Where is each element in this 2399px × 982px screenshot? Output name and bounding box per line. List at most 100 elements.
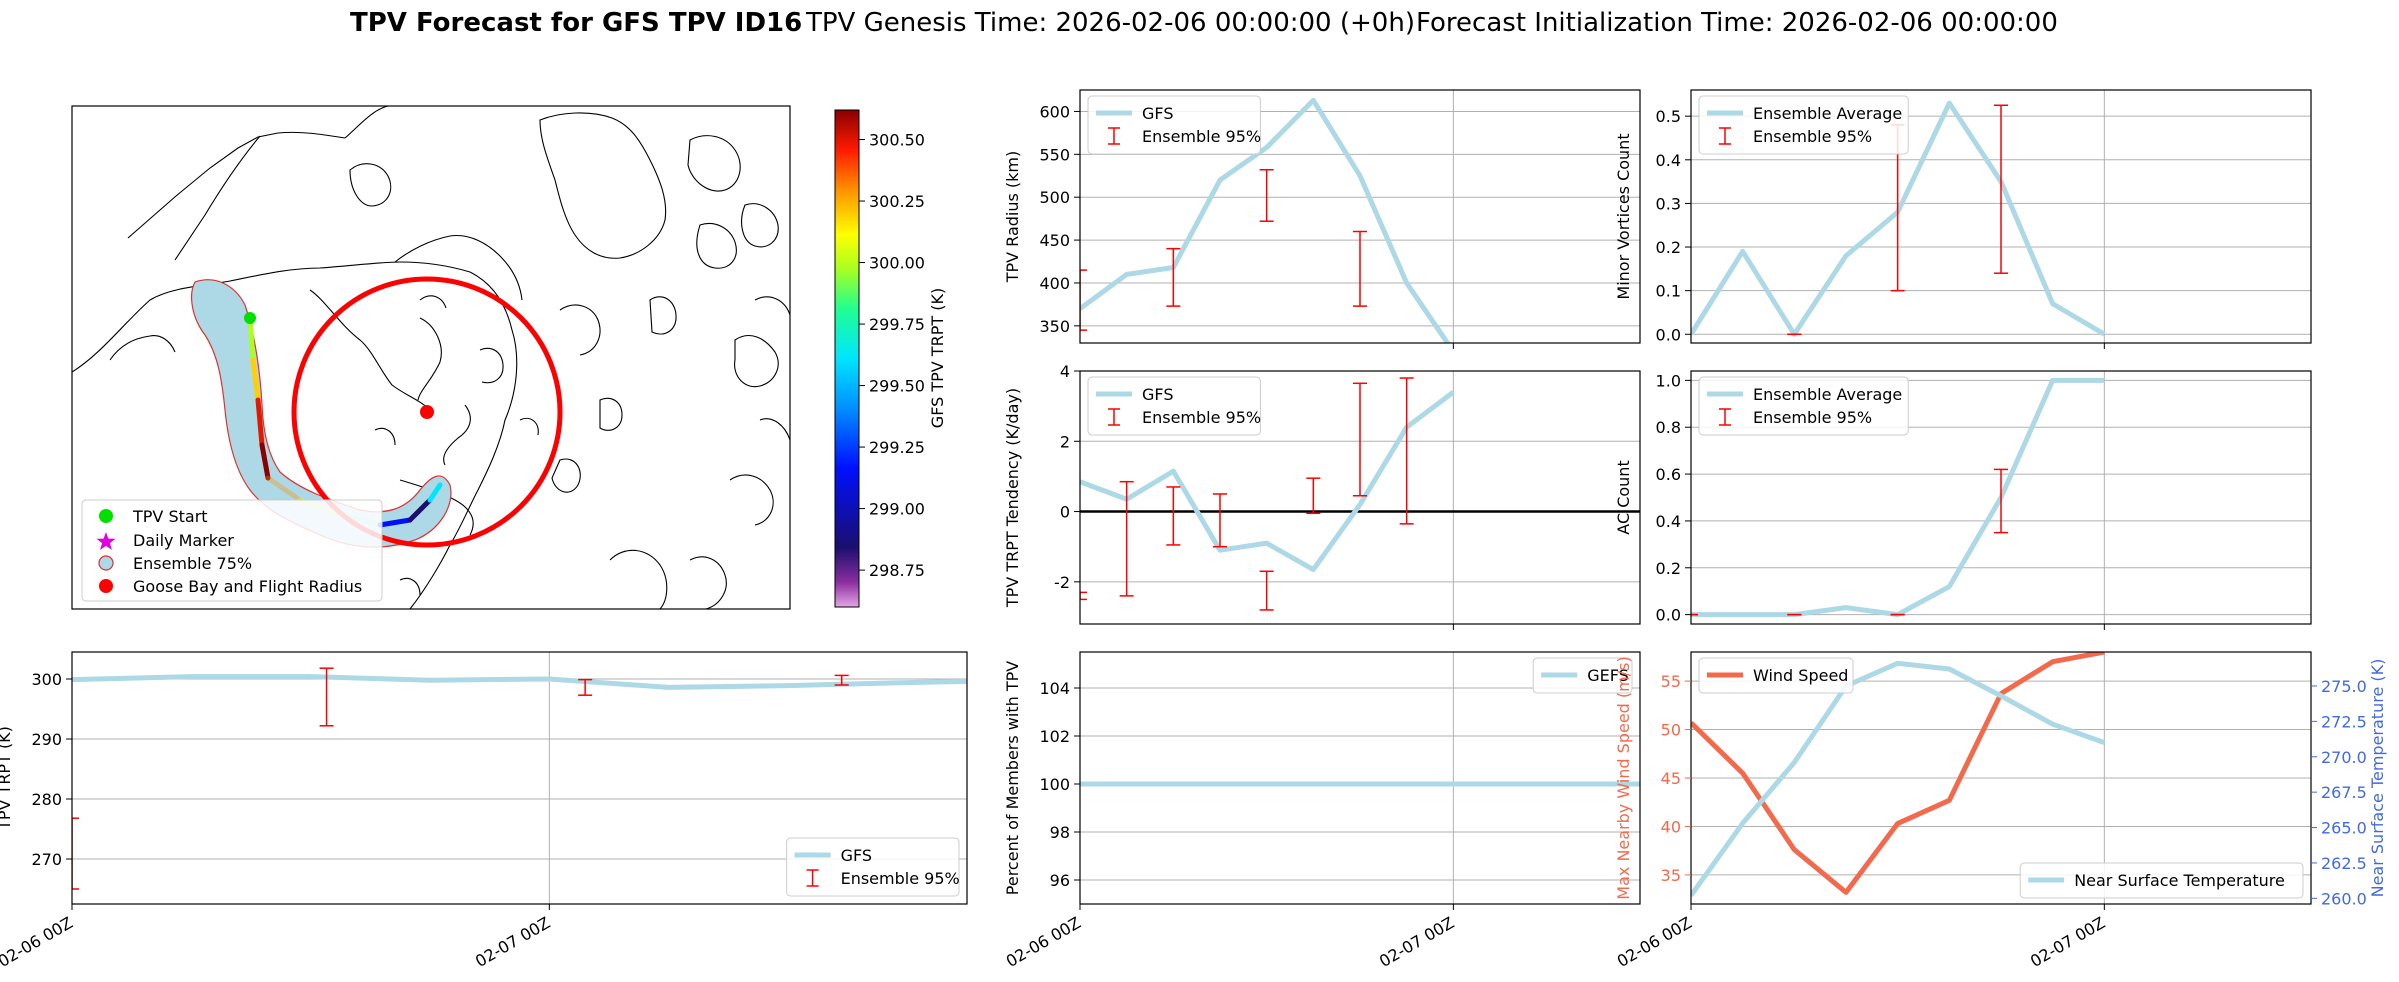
axes-frame [1079,370,1641,625]
y-tick-label: 270 [31,850,62,869]
legend-item: Ensemble Average [1707,385,1902,404]
legend-label: Near Surface Temperature [2074,871,2285,890]
colorbar-label: GFS TPV TRPT (K) [928,288,947,428]
error-bar [1213,493,1227,548]
x-tick-label: 02-06 00Z [0,913,76,971]
y-tick-label-right: 270.0 [2321,748,2367,767]
legend-label: Ensemble 75% [133,554,252,573]
y-tick-label-right: 260.0 [2321,889,2367,908]
legend-item: GFS [794,846,872,865]
series-line [1691,660,2106,897]
axes-frame [1079,651,1641,905]
y-tick-label: 350 [1039,317,1070,336]
chart-legend: GEFS [1532,657,1633,694]
panel-ac: 0.0 0.2 0.4 0.6 0.8 1.0 AC Count Ensemble Avera… [1614,370,2312,630]
goose-bay-marker [420,405,434,419]
magenta-star-icon [96,532,116,550]
y-axis-label: Percent of Members with TPV [1003,661,1022,895]
legend-label: Wind Speed [1753,666,1848,685]
error-bar [72,817,79,890]
axes-frame [1690,89,2312,344]
colorbar: 300.50 300.25 300.00 299.75 299.50 299.25 299.… [834,109,947,608]
colorbar-ticks: 300.50 300.25 300.00 299.75 299.50 299.25 299.… [859,131,925,580]
y-tick-label: 0.2 [1656,559,1681,578]
chart-legend: Wind Speed [1698,657,1854,694]
x-tick-label: 02-07 00Z [2027,913,2108,971]
blue-patch-icon [98,555,114,571]
axes-frame [1690,370,2312,625]
legend-label: GFS [841,846,872,865]
y-tick-label: 96 [1050,871,1070,890]
colorbar-tick-label: 298.75 [869,561,925,580]
error-bar [1306,477,1321,515]
y-axis-label: AC Count [1614,460,1633,534]
panel-tendency: -2 0 2 4 TPV TRPT Tendency (K/day) GFS Ensembl… [1003,362,1641,630]
chart-legend: Ensemble Average Ensemble 95% [1698,95,1909,155]
error-bar [1166,247,1181,307]
x-tick-label: 02-06 00Z [1003,913,1084,971]
x-tick-label: 02-07 00Z [472,913,553,971]
y-tick-label: 55 [1661,672,1681,691]
y-tick-label-right: 272.5 [2321,712,2367,731]
legend-label: Ensemble 95% [841,869,960,888]
colorbar-tick-label: 300.00 [869,254,925,273]
y-tick-label: 0.5 [1656,107,1681,126]
legend-item: Ensemble 95% [806,869,960,888]
colorbar-tick-label: 300.50 [869,131,925,150]
y-tick-label: 50 [1661,721,1681,740]
legend-item-goose-bay: Goose Bay and Flight Radius [99,577,362,596]
plot-area [1080,97,1451,343]
series-line [1080,97,1451,343]
chart-legend: GFS Ensemble 95% [786,837,960,897]
y-tick-label-right: 275.0 [2321,677,2367,696]
axes-frame [71,651,968,905]
y-tick-label: 0.1 [1656,282,1681,301]
panel-minor: 0.0 0.1 0.2 0.3 0.4 0.5 Minor Vortices Count En… [1614,89,2312,349]
y-axis-label: TPV TRPT Tendency (K/day) [1003,388,1022,608]
y-tick-label: 0.3 [1656,194,1681,213]
legend-label: TPV Start [132,507,208,526]
legend-box [1698,657,1854,694]
error-bar [834,674,849,686]
y-tick-label: 0.8 [1656,418,1681,437]
plot-area [1691,377,2105,618]
panel-radius: 350 400 450 500 550 600 TPV Radius (km) GFS Ense… [1003,89,1641,349]
y-tick-label: 0.0 [1656,606,1681,625]
y-tick-label: 98 [1050,823,1070,842]
x-tick-label: 02-06 00Z [1614,913,1695,971]
error-bar [1353,382,1367,497]
colorbar-tick-label: 299.50 [869,377,925,396]
series-line [72,674,967,690]
y-axis-label: Minor Vortices Count [1614,133,1633,299]
error-bar [1259,169,1274,222]
y-axis-label-right: Near Surface Temperature (K) [2368,659,2387,898]
y-tick-label: 35 [1661,866,1681,885]
y-tick-label: 0.2 [1656,238,1681,257]
title-genesis: TPV Genesis Time: 2026-02-06 00:00:00 (+… [805,8,1415,38]
y-tick-label: 0.0 [1656,325,1681,344]
red-dot-icon [99,579,113,593]
y-tick-label-right: 267.5 [2321,783,2367,802]
legend-item: Ensemble 95% [1719,127,1872,146]
series-line [1691,652,2105,895]
legend-item: Wind Speed [1707,666,1848,685]
legend-item: Ensemble Average [1707,104,1902,123]
y-tick-label: 290 [31,730,62,749]
legend-item: Near Surface Temperature [2028,871,2285,890]
chart-legend: GFS Ensemble 95% [1087,95,1261,155]
y-tick-label: 102 [1039,727,1070,746]
title-init: Forecast Initialization Time: 2026-02-06… [1416,8,2058,38]
legend-item: GEFS [1541,666,1629,685]
y-tick-label: 450 [1039,231,1070,250]
y-tick-label: 45 [1661,769,1681,788]
legend-label: Ensemble Average [1753,385,1902,404]
error-bar [1353,230,1367,307]
colorbar-tick-label: 299.00 [869,500,925,519]
flight-radius-circle [291,276,563,548]
x-tick-label: 02-07 00Z [1376,913,1457,971]
y-tick-label: 0.4 [1656,151,1681,170]
map-panel: TPV Start Daily Marker Ensemble 75% Goos… [71,105,947,610]
colorbar-tick-label: 299.25 [869,438,925,457]
plot-area [1080,377,1455,611]
